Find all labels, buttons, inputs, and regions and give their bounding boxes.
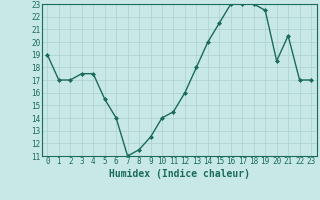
X-axis label: Humidex (Indice chaleur): Humidex (Indice chaleur) (109, 169, 250, 179)
